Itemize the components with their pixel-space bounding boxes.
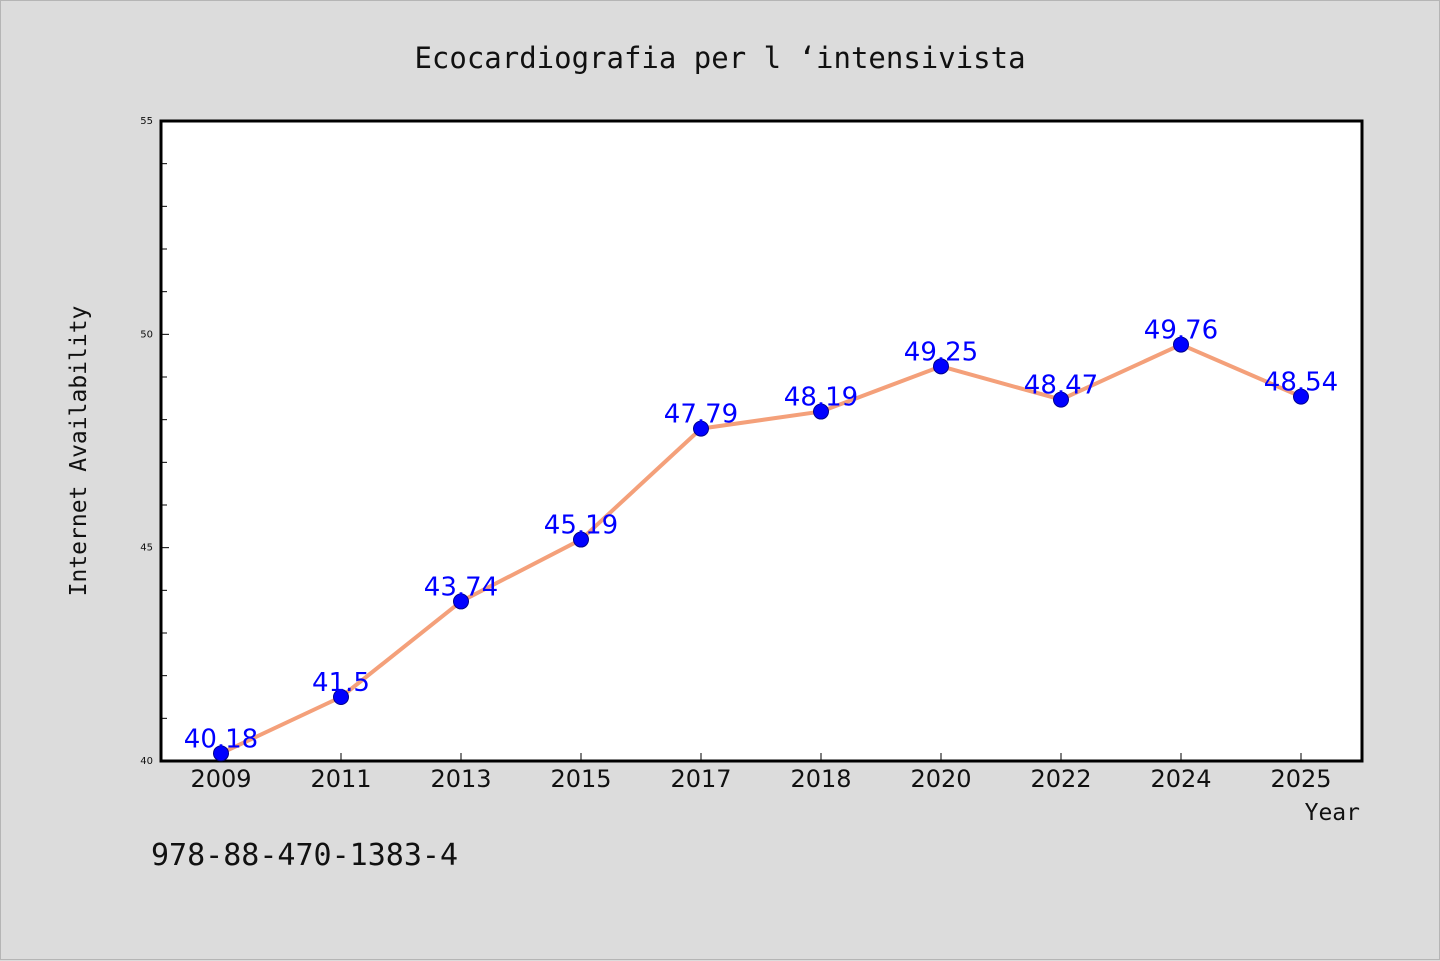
data-point xyxy=(1293,388,1309,405)
data-label: 47.79 xyxy=(664,400,738,430)
x-tick-label: 2017 xyxy=(670,765,731,793)
x-tick-label: 2009 xyxy=(190,765,251,793)
data-point xyxy=(333,689,349,705)
y-tick-label: 40 xyxy=(140,756,153,767)
x-tick-label: 2024 xyxy=(1150,765,1211,793)
x-tick-label: 2025 xyxy=(1270,765,1331,793)
data-point xyxy=(453,593,469,610)
data-point xyxy=(933,358,949,375)
x-tick-label: 2020 xyxy=(910,765,971,793)
x-axis-label: Year xyxy=(1305,800,1360,826)
data-label: 48.47 xyxy=(1024,371,1098,401)
data-point xyxy=(813,403,829,420)
data-labels: 40.18 41.5 43.74 45.19 47.79 48.19 49.25 48.47 4… xyxy=(184,316,1338,755)
y-tick-label: 50 xyxy=(140,329,153,340)
x-tick-label: 2022 xyxy=(1030,765,1091,793)
isbn-text: 978-88-470-1383-4 xyxy=(151,838,458,873)
x-tick-label: 2018 xyxy=(790,765,851,793)
data-point xyxy=(573,531,589,548)
x-tick-label: 2013 xyxy=(430,765,491,793)
data-label: 45.19 xyxy=(544,511,618,541)
series-group xyxy=(213,336,1309,762)
data-label: 49.76 xyxy=(1144,316,1218,346)
data-label: 43.74 xyxy=(424,572,498,602)
y-axis-label: Internet Availability xyxy=(66,306,92,597)
x-axis: 2009 2011 2013 2015 2017 2018 2020 2022 2024 2025 xyxy=(190,753,1332,793)
x-tick-label: 2011 xyxy=(310,765,371,793)
chart-title: Ecocardiografia per l ‘intensivista xyxy=(414,41,1025,75)
data-label: 40.18 xyxy=(184,724,258,754)
y-tick-label: 55 xyxy=(140,116,153,127)
series-line xyxy=(220,342,1302,756)
x-tick-label: 2015 xyxy=(550,765,611,793)
y-tick-label: 45 xyxy=(140,543,153,554)
y-axis: 40 45 50 55 xyxy=(140,116,169,767)
plot-area xyxy=(159,119,1364,763)
data-point xyxy=(213,745,229,762)
data-point xyxy=(1053,391,1069,408)
data-label: 48.19 xyxy=(784,383,858,413)
data-point xyxy=(1173,336,1189,353)
data-label: 41.5 xyxy=(312,668,370,698)
data-label: 48.54 xyxy=(1264,368,1338,398)
data-point xyxy=(693,420,709,437)
data-label: 49.25 xyxy=(904,337,978,367)
